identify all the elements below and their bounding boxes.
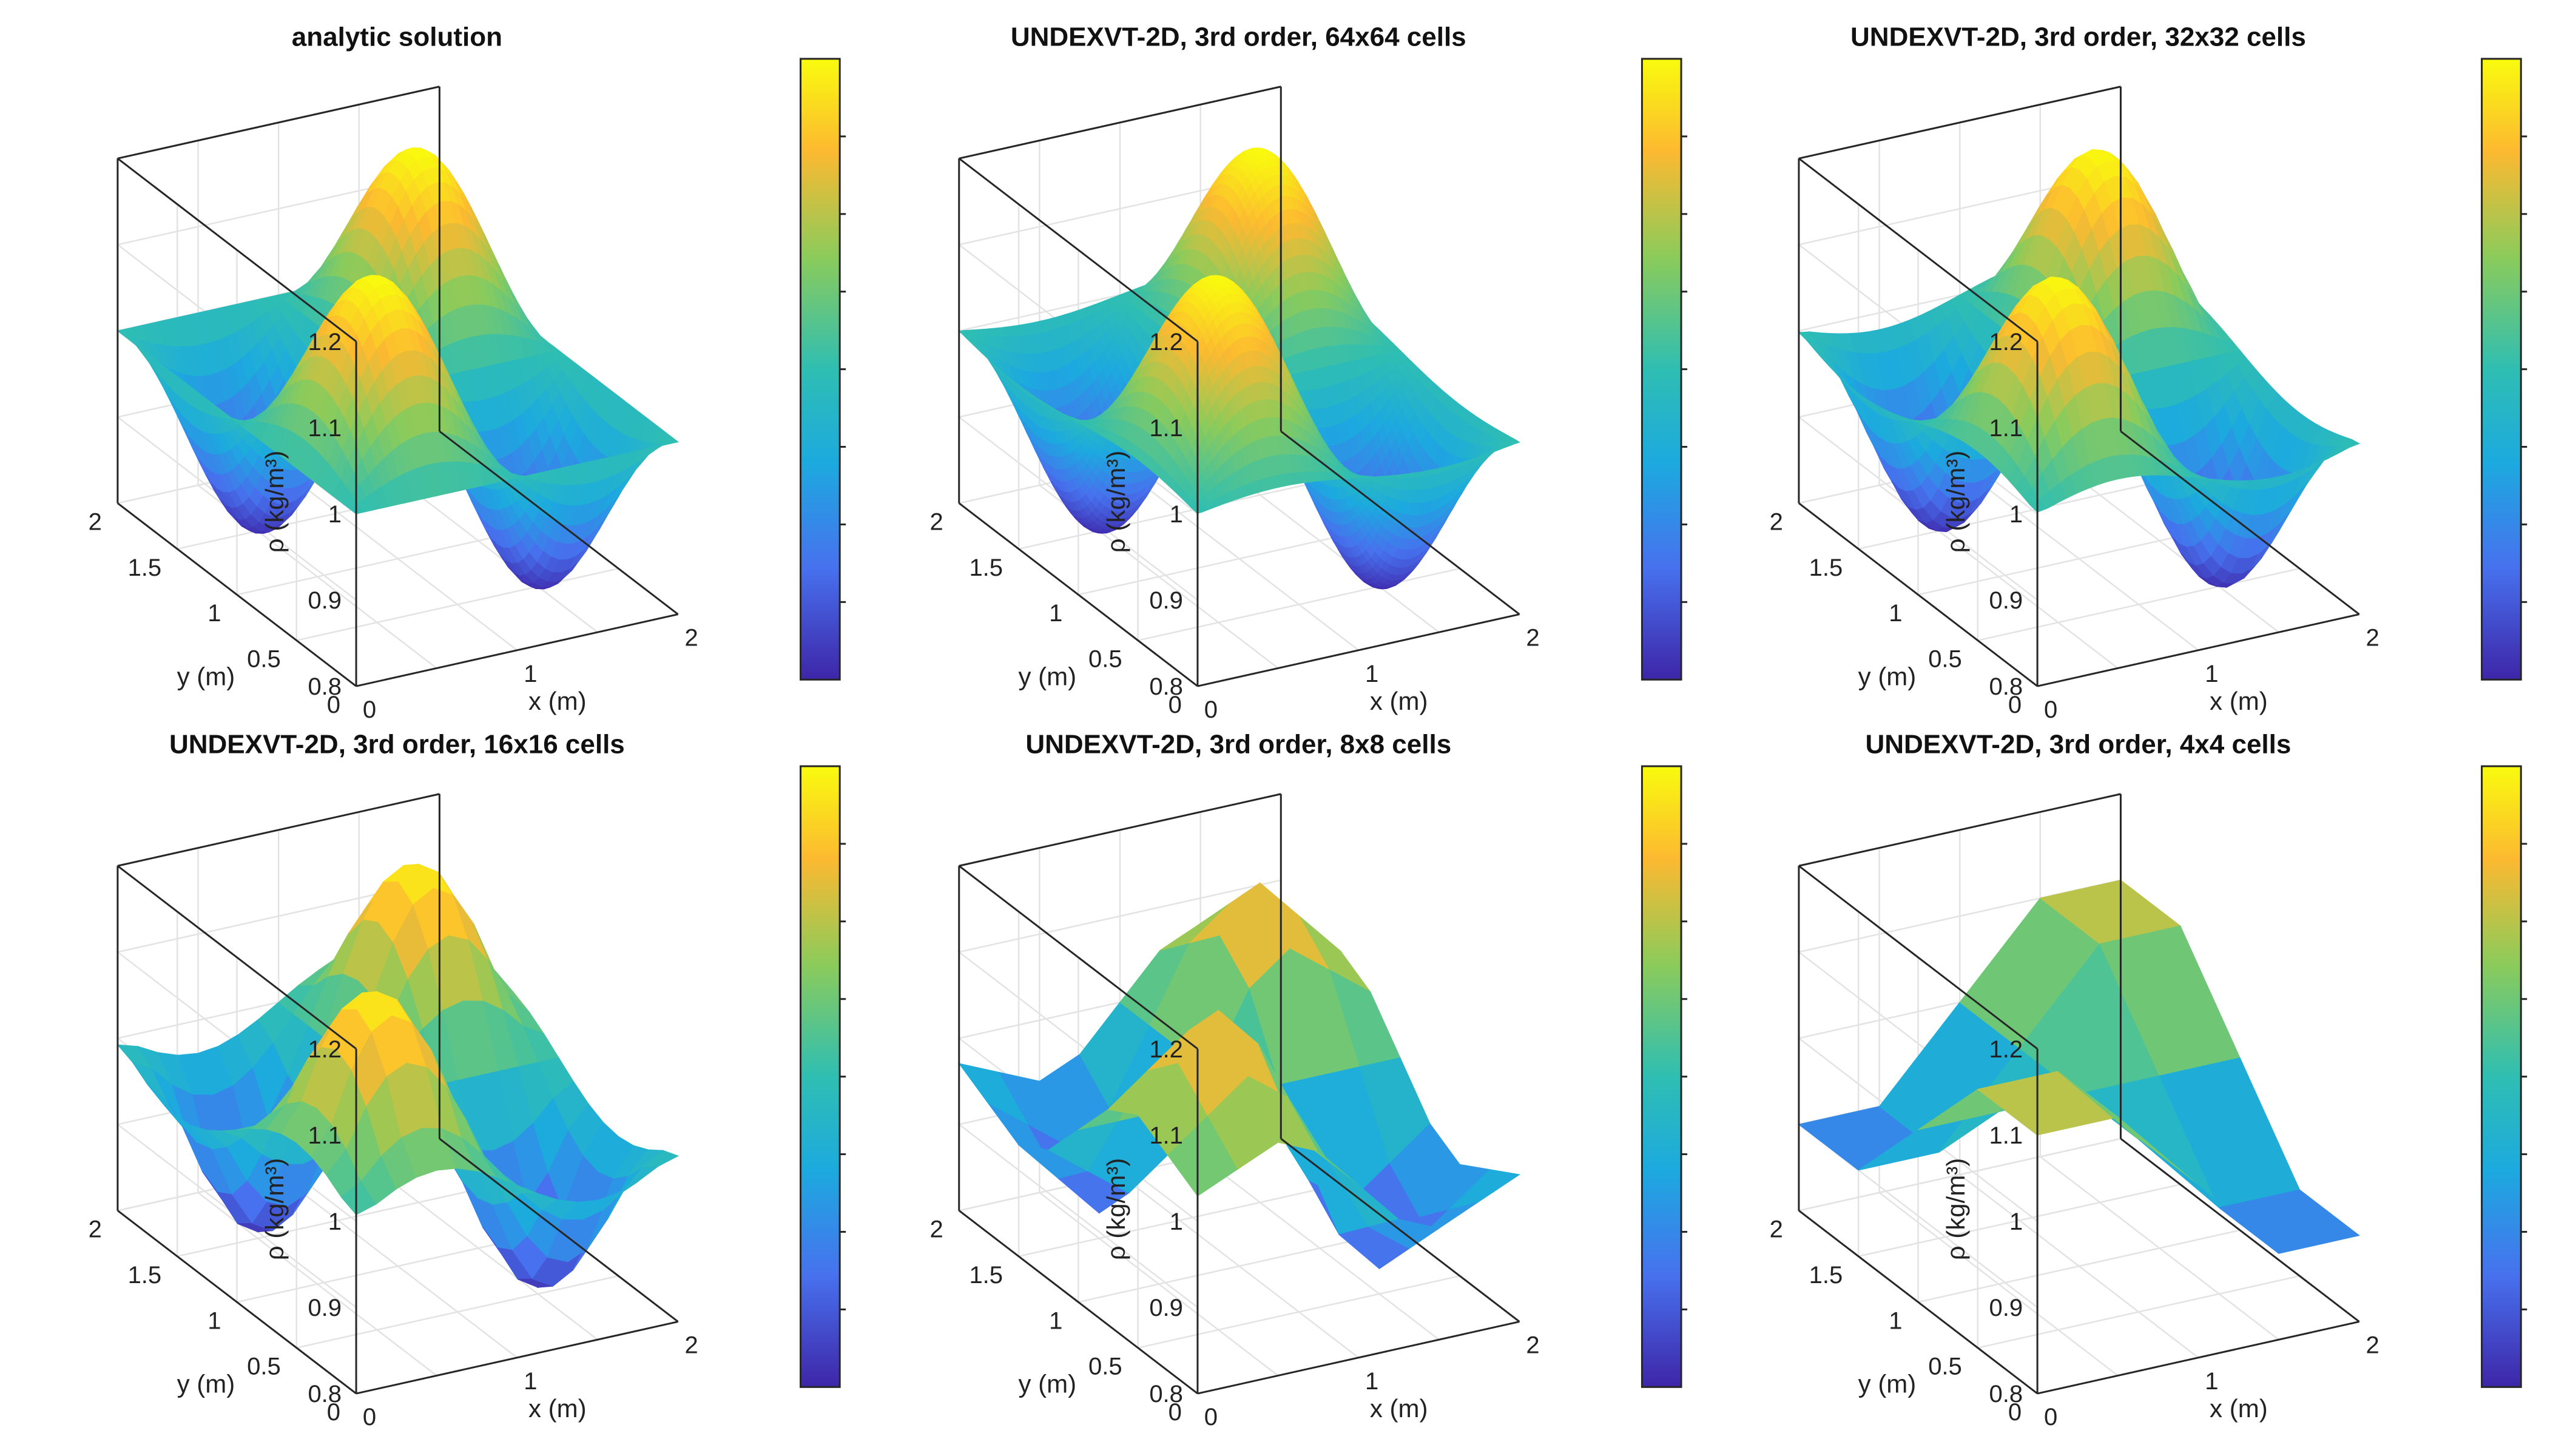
chart-title: UNDEXVT-2D, 3rd order, 64x64 cells <box>1011 22 1466 52</box>
y-tick-label: 1 <box>207 600 221 627</box>
surface <box>958 147 1520 590</box>
chart-panel-2: UNDEXVT-2D, 3rd order, 64x64 cells0.80.9… <box>930 22 1688 723</box>
surface <box>116 147 679 590</box>
colorbar <box>800 58 840 680</box>
z-tick-label: 1 <box>328 501 342 528</box>
y-tick-label: 0 <box>327 692 340 718</box>
z-tick-label: 1.2 <box>308 329 342 356</box>
x-axis-label: x (m) <box>528 687 587 715</box>
z-tick-label: 0.9 <box>308 587 342 614</box>
y-tick-label: 0.5 <box>247 646 281 673</box>
chart-title: analytic solution <box>292 22 502 52</box>
z-axis-label: ρ (kg/m³) <box>260 451 289 553</box>
y-tick-label: 2 <box>89 508 102 535</box>
x-tick-label: 2 <box>684 625 698 652</box>
y-tick-label: 1.5 <box>128 554 162 581</box>
z-tick-label: 1.1 <box>308 415 342 442</box>
chart-panel-1: analytic solution0.80.911.11.201200.511.… <box>89 22 846 723</box>
axis-box-edge <box>356 613 678 687</box>
x-tick-label: 1 <box>524 661 537 687</box>
y-axis-label: y (m) <box>177 662 235 690</box>
x-tick-label: 0 <box>363 696 376 723</box>
